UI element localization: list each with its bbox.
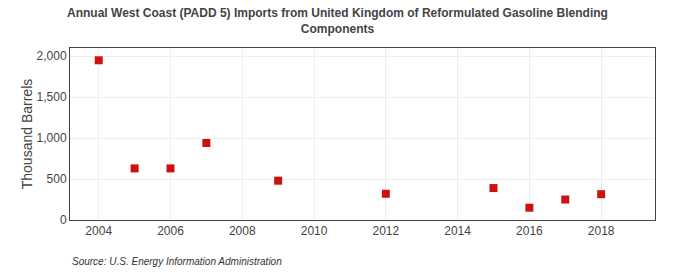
svg-text:Source: U.S. Energy Informatio: Source: U.S. Energy Information Administ… bbox=[72, 256, 282, 267]
svg-text:Thousand Barrels: Thousand Barrels bbox=[19, 79, 35, 190]
svg-text:2016: 2016 bbox=[516, 224, 543, 238]
svg-text:0: 0 bbox=[60, 213, 67, 227]
svg-text:2018: 2018 bbox=[588, 224, 615, 238]
svg-text:1,000: 1,000 bbox=[37, 131, 67, 145]
svg-text:2004: 2004 bbox=[85, 224, 112, 238]
svg-text:Annual West Coast (PADD 5) Imp: Annual West Coast (PADD 5) Imports from … bbox=[67, 6, 608, 36]
svg-text:2008: 2008 bbox=[229, 224, 256, 238]
svg-text:1,500: 1,500 bbox=[37, 90, 67, 104]
svg-text:2006: 2006 bbox=[157, 224, 184, 238]
svg-text:2010: 2010 bbox=[301, 224, 328, 238]
svg-text:2,000: 2,000 bbox=[37, 49, 67, 63]
svg-text:500: 500 bbox=[47, 172, 67, 186]
svg-text:2014: 2014 bbox=[444, 224, 471, 238]
svg-text:2012: 2012 bbox=[372, 224, 399, 238]
